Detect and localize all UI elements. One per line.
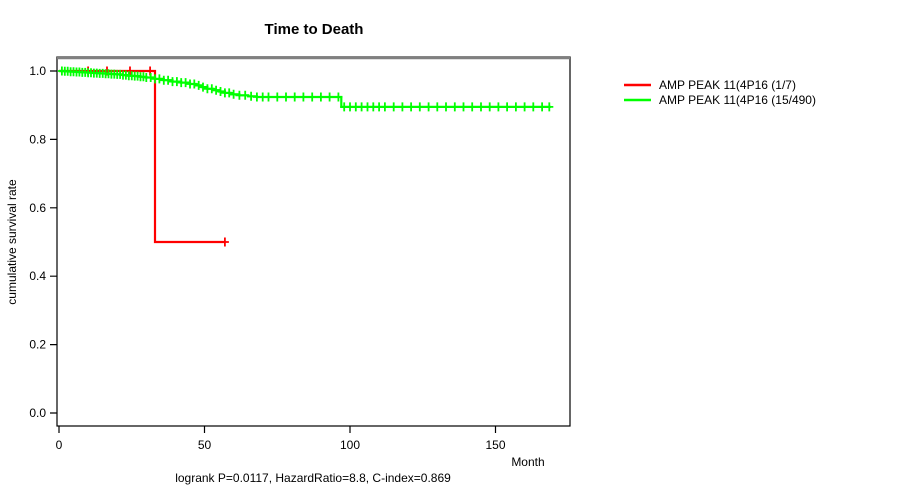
y-tick-label-0.6: 0.6 <box>29 201 46 215</box>
x-tick-label-150: 150 <box>485 438 505 452</box>
y-tick-label-0.8: 0.8 <box>29 132 46 146</box>
chart-title: Time to Death <box>265 21 364 38</box>
y-axis-title: cumulative survival rate <box>5 179 19 305</box>
y-tick-label-0.4: 0.4 <box>29 269 46 283</box>
stats-annotation: logrank P=0.0117, HazardRatio=8.8, C-ind… <box>175 471 451 485</box>
x-axis-title: Month <box>511 455 544 469</box>
x-tick-label-0: 0 <box>56 438 63 452</box>
survival-step-curve <box>59 69 225 244</box>
legend-label-green: AMP PEAK 11(4P16 (15/490) <box>659 93 816 107</box>
y-tick-label-0.2: 0.2 <box>29 338 46 352</box>
y-tick-label-0.0: 0.0 <box>29 406 46 420</box>
censor-tick-marks <box>57 66 554 112</box>
x-axis-ticks <box>58 426 497 433</box>
y-axis-ticks <box>50 70 57 414</box>
x-tick-label-50: 50 <box>198 438 212 452</box>
survival-curve-green-group <box>57 66 554 112</box>
survival-curve-red-group <box>59 66 229 247</box>
legend: AMP PEAK 11(4P16 (1/7) AMP PEAK 11(4P16 … <box>624 78 816 107</box>
plot-border-box <box>56 56 571 427</box>
y-tick-label-1.0: 1.0 <box>29 64 46 78</box>
x-tick-label-100: 100 <box>340 438 360 452</box>
legend-label-red: AMP PEAK 11(4P16 (1/7) <box>659 78 796 92</box>
censor-tick-marks <box>84 66 229 247</box>
